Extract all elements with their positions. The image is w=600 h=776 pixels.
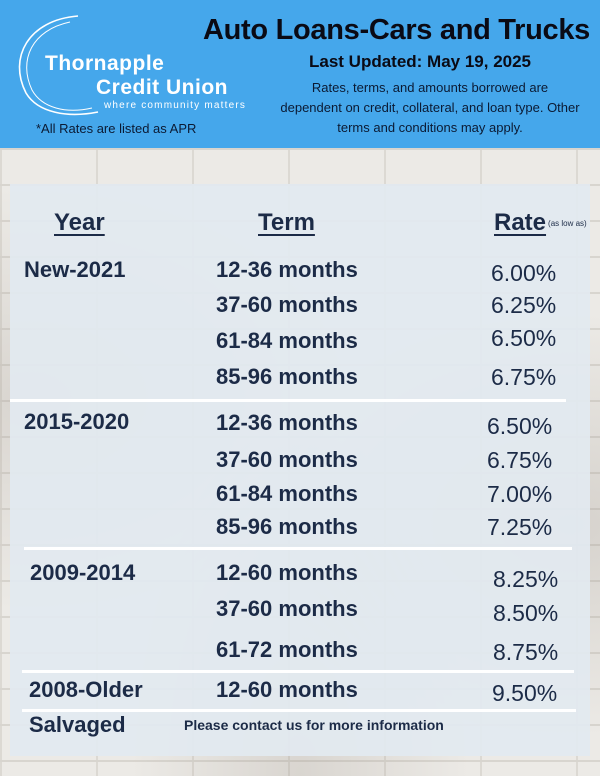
term-cell: 85-96 months — [216, 364, 358, 389]
rate-header-label: Rate — [494, 209, 547, 236]
term-cell: 12-36 months — [216, 410, 358, 435]
page-title: Auto Loans-Cars and Trucks — [203, 14, 590, 46]
rate-cell: 8.50% — [493, 600, 559, 626]
year-column-header: Year — [54, 209, 105, 236]
rate-cell: 6.00% — [491, 260, 557, 286]
rate-cell: 6.50% — [491, 325, 557, 351]
rate-cell: 8.25% — [493, 566, 559, 592]
rate-cell: 8.75% — [493, 639, 559, 665]
term-cell: 61-84 months — [216, 328, 358, 353]
group-year-label: 2008-Older — [29, 677, 143, 702]
rates-panel — [10, 184, 590, 756]
salvaged-label: Salvaged — [29, 712, 126, 737]
rate-cell: 6.75% — [491, 364, 557, 390]
rate-header-note: (as low as) — [548, 219, 587, 229]
logo-name-line1: Thornapple — [45, 52, 165, 75]
group-divider — [22, 670, 574, 673]
term-cell: 37-60 months — [216, 292, 358, 317]
term-cell: 85-96 months — [216, 514, 358, 539]
rate-cell: 7.00% — [487, 481, 553, 507]
rate-column-header: Rate (as low as) — [494, 209, 587, 237]
contact-note: Please contact us for more information — [184, 717, 444, 733]
logo-name-line2: Credit Union — [96, 76, 228, 99]
term-cell: 37-60 months — [216, 447, 358, 472]
apr-note: *All Rates are listed as APR — [36, 121, 197, 136]
group-year-label: New-2021 — [24, 257, 126, 282]
term-cell: 12-60 months — [216, 677, 358, 702]
group-divider — [22, 709, 576, 712]
thornapple-logo: Thornapple Credit Union where community … — [8, 8, 278, 120]
rate-cell: 6.50% — [487, 413, 553, 439]
group-year-label: 2009-2014 — [30, 560, 136, 585]
term-cell: 12-60 months — [216, 560, 358, 585]
term-cell: 12-36 months — [216, 257, 358, 282]
group-divider — [10, 399, 566, 402]
rate-cell: 6.75% — [487, 447, 553, 473]
logo-swoosh-icon — [18, 15, 99, 116]
last-updated: Last Updated: May 19, 2025 — [308, 52, 532, 71]
term-cell: 37-60 months — [216, 596, 358, 621]
rate-cell: 9.50% — [492, 680, 558, 706]
term-cell: 61-72 months — [216, 637, 358, 662]
header-banner: Thornapple Credit Union where community … — [0, 0, 600, 148]
rate-cell: 7.25% — [487, 514, 553, 540]
logo-tagline: where community matters — [104, 100, 247, 111]
term-cell: 61-84 months — [216, 481, 358, 506]
disclaimer-text: Rates, terms, and amounts borrowed are d… — [280, 80, 580, 135]
group-year-label: 2015-2020 — [24, 409, 130, 434]
term-column-header: Term — [258, 209, 315, 236]
rate-cell: 6.25% — [491, 292, 557, 318]
group-divider — [24, 547, 572, 550]
